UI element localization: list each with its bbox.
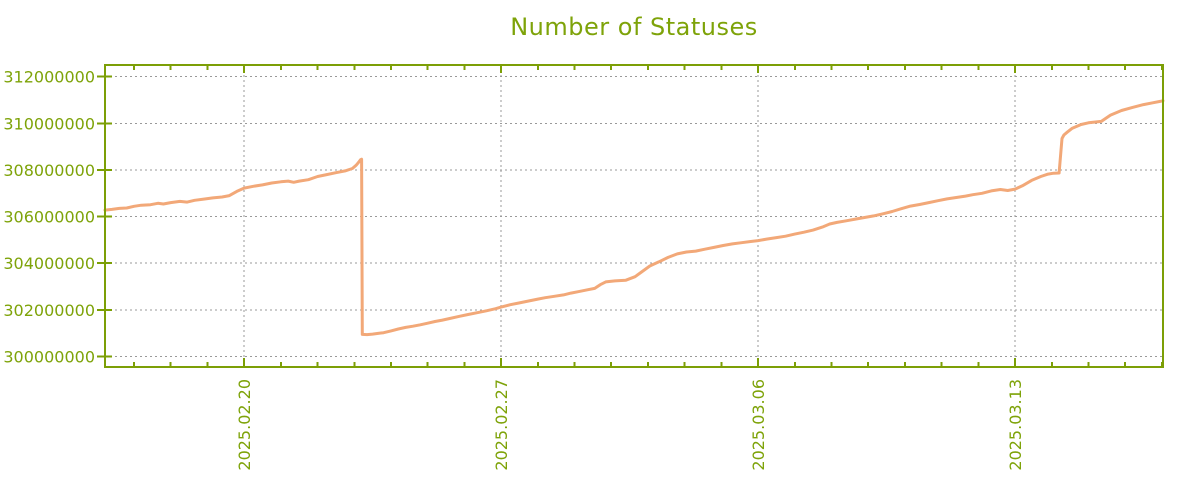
x-axis-date-label: 2025.03.13 — [1006, 379, 1025, 471]
y-axis-label: 300000000 — [3, 348, 95, 367]
y-axis-label: 310000000 — [3, 114, 95, 133]
x-axis-date-label: 2025.02.27 — [492, 379, 511, 471]
y-axis-label: 304000000 — [3, 254, 95, 273]
chart-title: Number of Statuses — [510, 13, 758, 41]
series-line-statuses — [103, 99, 1165, 337]
y-axis-label: 306000000 — [3, 208, 95, 227]
y-axis-label: 312000000 — [3, 68, 95, 87]
plot-border — [104, 64, 1164, 368]
y-axis-label: 302000000 — [3, 301, 95, 320]
y-axis-label: 308000000 — [3, 161, 95, 180]
x-axis-date-label: 2025.03.06 — [749, 379, 768, 471]
x-axis-date-label: 2025.02.20 — [235, 379, 254, 471]
